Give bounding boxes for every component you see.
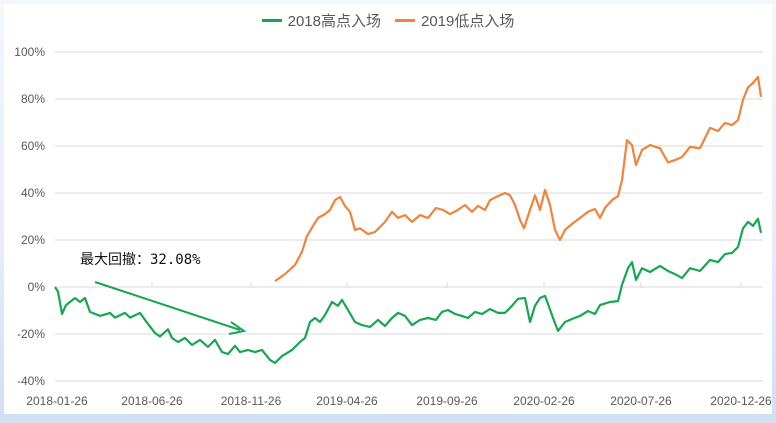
chart-panel xyxy=(4,4,772,414)
series-2018-line xyxy=(54,217,763,364)
y-tick-label: 20% xyxy=(21,233,45,247)
x-axis: 2018-01-26 2018-06-26 2018-11-26 2019-04-26… xyxy=(26,282,772,408)
x-tick-label: 2020-02-26 xyxy=(513,394,575,408)
x-tick-label: 2018-06-26 xyxy=(121,394,183,408)
x-tick-label: 2018-01-26 xyxy=(26,394,88,408)
drawdown-annotation: 最大回撤：32.08% xyxy=(80,252,247,335)
y-tick-label: 40% xyxy=(21,186,45,200)
legend-swatch-green-icon xyxy=(261,19,282,22)
y-tick-label: 0% xyxy=(28,280,46,294)
y-tick-label: 60% xyxy=(21,139,45,153)
max-drawdown-label: 最大回撤：32.08% xyxy=(80,252,201,268)
x-tick-label: 2020-12-26 xyxy=(710,394,772,408)
series-2019-line xyxy=(274,75,763,283)
y-tick-label: -20% xyxy=(17,327,45,341)
series-lines xyxy=(54,75,763,364)
legend-swatch-orange-icon xyxy=(395,19,415,22)
legend-label-2019: 2019低点入场 xyxy=(421,13,515,30)
y-tick-label: -40% xyxy=(17,374,45,388)
x-tick-label: 2018-11-26 xyxy=(221,394,282,408)
x-tick-label: 2020-07-26 xyxy=(610,394,672,408)
legend-label-2018: 2018高点入场 xyxy=(287,13,381,30)
x-tick-label: 2019-09-26 xyxy=(416,394,478,408)
arrow-head-icon xyxy=(228,321,247,335)
gridlines xyxy=(55,51,763,382)
y-axis: 100% 80% 60% 40% 20% 0% -20% -40% xyxy=(14,45,45,388)
legend-item-2018[interactable]: 2018高点入场 xyxy=(261,10,381,31)
y-tick-label: 80% xyxy=(21,92,45,106)
x-tick-label: 2019-04-26 xyxy=(316,394,378,408)
y-tick-label: 100% xyxy=(14,45,45,59)
legend-item-2019[interactable]: 2019低点入场 xyxy=(395,10,514,31)
drawdown-arrow-line xyxy=(94,281,241,331)
chart-legend: 2018高点入场 2019低点入场 xyxy=(0,10,776,31)
